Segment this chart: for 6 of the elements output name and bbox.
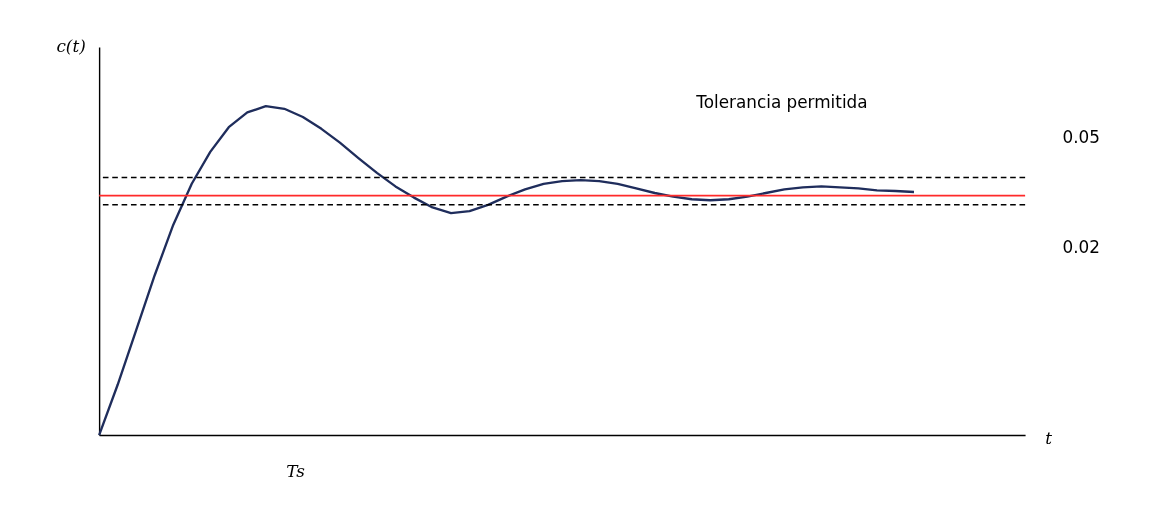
text: 0.02 [1062,236,1100,257]
text: 0.05 [1062,127,1100,148]
text: Ts [286,461,306,482]
annotation: Tolerancia permitida [695,91,868,112]
y-axis-title: c(t) [56,35,86,56]
x-axis-title: t [1045,427,1053,448]
